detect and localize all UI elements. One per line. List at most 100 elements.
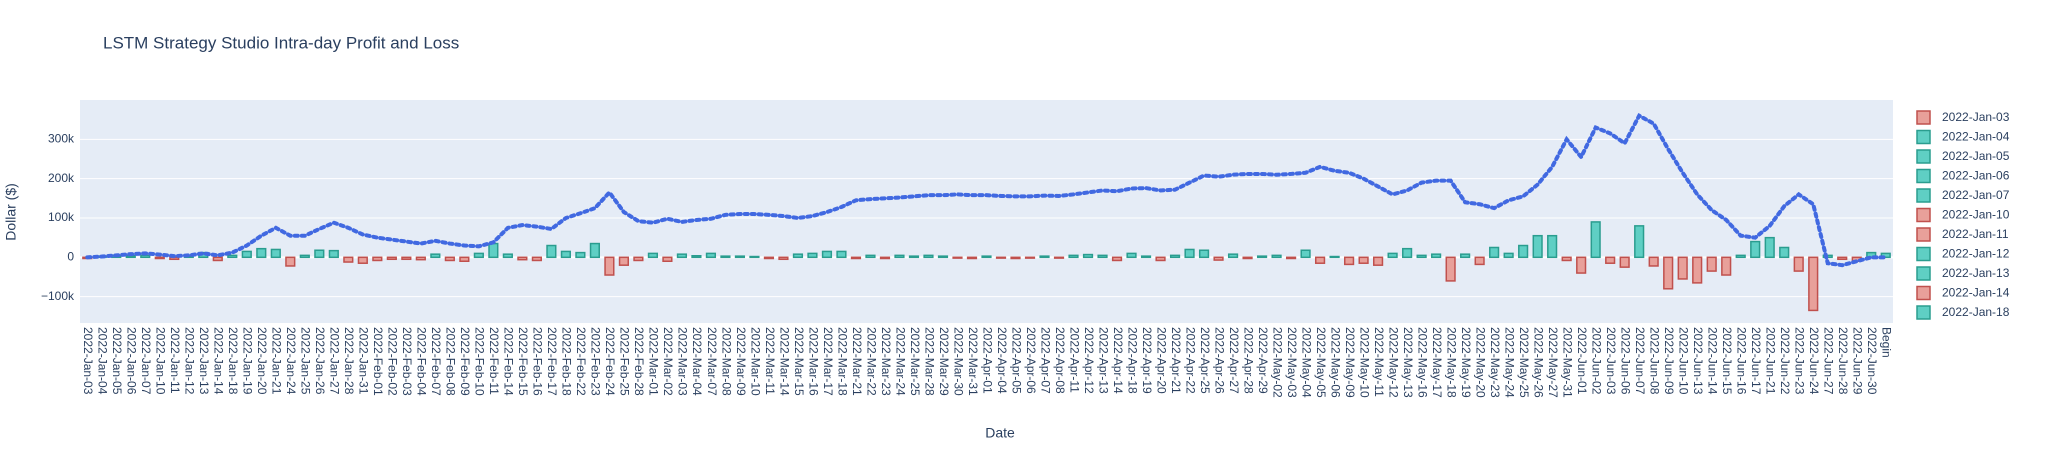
x-tick-label: 2022-Feb-09 <box>458 327 472 396</box>
x-tick-label: 2022-Feb-02 <box>386 327 400 396</box>
x-tick-label: 2022-Jan-19 <box>241 327 255 395</box>
x-tick-label: 2022-Apr-13 <box>1096 327 1110 394</box>
x-tick-label: 2022-Apr-12 <box>1082 327 1096 394</box>
bar <box>1242 256 1253 260</box>
legend-label: 2022-Jan-11 <box>1942 227 2009 241</box>
x-tick-label: 2022-Feb-11 <box>487 327 501 395</box>
bar <box>285 256 296 267</box>
x-tick-label: 2022-May-27 <box>1546 327 1560 398</box>
bar <box>1126 252 1137 259</box>
legend-label: 2022-Jan-18 <box>1942 305 2010 319</box>
x-tick-label: 2022-May-13 <box>1401 327 1415 398</box>
bar <box>792 253 804 259</box>
bar <box>1590 221 1601 259</box>
x-tick-label: 2022-May-09 <box>1343 327 1357 398</box>
x-tick-label: 2022-Mar-07 <box>705 327 719 396</box>
bar <box>676 253 688 259</box>
x-tick-label: 2022-Jun-28 <box>1836 327 1850 395</box>
bar <box>821 250 833 259</box>
legend-label: 2022-Jan-10 <box>1942 208 2010 222</box>
legend-label: 2022-Jan-04 <box>1942 130 2010 144</box>
x-tick-label: 2022-Feb-18 <box>560 327 574 396</box>
x-tick-label: 2022-Feb-15 <box>516 327 530 396</box>
bar <box>1285 256 1297 260</box>
x-tick-label: 2022-Apr-19 <box>1140 327 1154 394</box>
bar <box>1169 254 1181 259</box>
x-tick-label: 2022-May-18 <box>1444 327 1458 398</box>
bar <box>836 250 847 259</box>
x-tick-label: 2022-Mar-29 <box>937 327 951 396</box>
x-tick-label: 2022-Apr-06 <box>1024 327 1038 394</box>
x-tick-label: 2022-Jun-15 <box>1720 327 1734 395</box>
bar <box>966 256 978 260</box>
bar <box>270 248 281 259</box>
x-tick-label: 2022-May-25 <box>1517 327 1531 398</box>
bar <box>517 256 528 261</box>
bar <box>1416 254 1427 259</box>
x-tick-label: 2022-Apr-22 <box>1183 327 1197 394</box>
legend-swatch <box>1917 423 1930 436</box>
bar <box>444 256 455 262</box>
bar <box>1518 244 1529 259</box>
y-tick-label: 0 <box>67 249 74 263</box>
x-tick-label: 2022-Apr-07 <box>1038 327 1052 394</box>
bar <box>299 254 310 259</box>
x-tick-label: 2022-Feb-07 <box>429 327 443 396</box>
bar <box>589 242 600 259</box>
x-tick-label: 2022-Apr-08 <box>1053 327 1067 394</box>
legend-swatch <box>1916 227 1931 242</box>
x-tick-label: 2022-May-06 <box>1328 327 1342 398</box>
bar <box>981 255 992 259</box>
x-tick-label: 2022-Apr-01 <box>980 327 994 394</box>
x-tick-label: 2022-Jan-31 <box>357 327 371 395</box>
x-tick-label: 2022-Jun-09 <box>1662 327 1676 395</box>
bar <box>1779 246 1790 259</box>
bar <box>1053 256 1065 259</box>
bar <box>1024 256 1036 259</box>
y-tick-label: 200k <box>48 171 75 185</box>
legend-swatch <box>1916 149 1931 164</box>
bar <box>1402 247 1413 259</box>
legend-label: 2022-Jan-07 <box>1942 188 2010 202</box>
x-tick-label: 2022-Jun-24 <box>1807 327 1821 395</box>
x-tick-label: 2022-Mar-28 <box>922 327 936 396</box>
x-tick-label: 2022-May-24 <box>1502 327 1516 398</box>
x-tick-label: 2022-Jun-06 <box>1619 327 1633 395</box>
bar <box>894 254 905 259</box>
bar <box>1619 256 1630 268</box>
bar <box>1227 253 1239 259</box>
bar <box>386 256 397 261</box>
legend-swatch <box>1917 443 1930 450</box>
line-layer <box>85 113 1888 268</box>
x-tick-label: 2022-Mar-16 <box>806 327 820 396</box>
bar <box>227 254 238 259</box>
bar <box>1300 249 1311 259</box>
x-tick-label: 2022-Apr-28 <box>1241 327 1255 394</box>
bar <box>1648 256 1659 267</box>
x-tick-label: 2022-Feb-16 <box>531 327 545 396</box>
x-tick-label: 2022-Mar-21 <box>850 327 864 396</box>
x-tick-label: 2022-Apr-21 <box>1169 327 1183 394</box>
legend-label: 2022-Jan-12 <box>1942 247 2010 261</box>
x-tick-label: 2022-Jun-21 <box>1764 327 1778 395</box>
x-tick-label: 2022-Feb-25 <box>618 327 632 396</box>
x-tick-label: 2022-Jun-22 <box>1778 327 1792 395</box>
bar <box>1343 256 1355 266</box>
x-tick-label: 2022-May-10 <box>1357 327 1371 398</box>
x-tick-label: 2022-Mar-01 <box>647 327 661 396</box>
bar <box>807 252 818 259</box>
x-tick-label: 2022-Mar-22 <box>864 327 878 396</box>
x-tick-label: 2022-May-17 <box>1430 327 1444 398</box>
bar <box>256 247 267 259</box>
bar <box>1155 256 1166 262</box>
bar <box>633 256 644 262</box>
legend-label: 2022-Jan-06 <box>1942 169 2010 183</box>
bar <box>372 256 383 262</box>
x-tick-label: 2022-May-05 <box>1314 327 1328 398</box>
bar <box>560 250 571 259</box>
legend-label: 2022-Jan-13 <box>1942 266 2010 280</box>
bar <box>604 256 615 276</box>
bar <box>1576 256 1587 274</box>
x-tick-label: 2022-Jun-02 <box>1589 327 1603 395</box>
